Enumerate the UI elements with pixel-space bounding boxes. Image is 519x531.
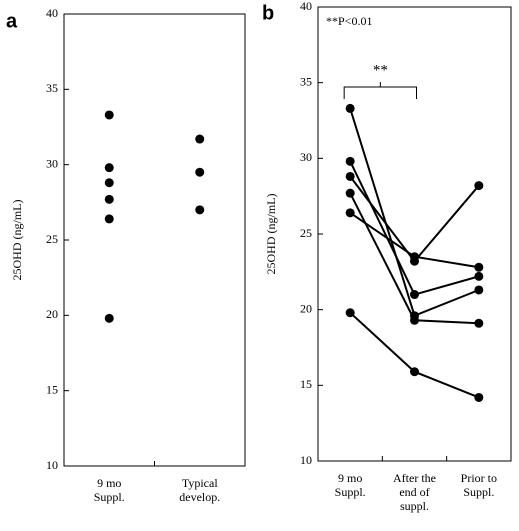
data-point bbox=[104, 313, 114, 323]
data-point bbox=[195, 134, 205, 144]
y-tick-label: 20 bbox=[300, 301, 312, 315]
y-tick-label: 20 bbox=[46, 307, 58, 321]
subject-line bbox=[349, 108, 480, 318]
data-point bbox=[474, 318, 484, 328]
data-point bbox=[410, 315, 419, 325]
data-point bbox=[474, 285, 484, 295]
x-tick-label: Prior to Suppl. bbox=[461, 471, 497, 499]
data-point bbox=[474, 271, 484, 281]
data-point bbox=[345, 156, 355, 166]
data-point bbox=[195, 205, 205, 215]
data-point bbox=[104, 110, 114, 120]
data-point bbox=[345, 103, 355, 113]
data-point bbox=[104, 214, 114, 224]
data-point bbox=[410, 290, 419, 300]
significance-bracket bbox=[343, 82, 417, 99]
data-point bbox=[474, 392, 484, 402]
data-point bbox=[474, 181, 484, 191]
y-tick-label: 25 bbox=[46, 232, 58, 246]
data-point bbox=[104, 194, 114, 204]
y-tick-label: 30 bbox=[46, 156, 58, 170]
x-tick-label: Typical develop. bbox=[179, 476, 220, 504]
y-tick-label: 15 bbox=[300, 377, 312, 391]
y-tick-label: 10 bbox=[46, 458, 58, 472]
data-point bbox=[345, 308, 355, 318]
y-tick-label: 10 bbox=[300, 453, 312, 467]
data-point bbox=[104, 163, 114, 173]
y-tick-label: 15 bbox=[46, 382, 58, 396]
y-axis-label: 25OHD (ng/mL) bbox=[264, 194, 278, 275]
subject-line bbox=[349, 160, 480, 296]
y-tick-label: 35 bbox=[46, 81, 58, 95]
data-point bbox=[345, 208, 355, 218]
annotation: **P<0.01 bbox=[326, 14, 372, 28]
subject-line bbox=[349, 175, 480, 263]
data-point bbox=[345, 188, 355, 198]
data-point bbox=[410, 252, 419, 262]
data-point bbox=[195, 167, 205, 177]
plot-frame bbox=[317, 6, 512, 462]
x-tick-label: 9 mo Suppl. bbox=[335, 471, 366, 499]
y-tick-label: 35 bbox=[300, 74, 312, 88]
plot-frame bbox=[63, 13, 246, 467]
y-axis-label: 25OHD (ng/mL) bbox=[10, 200, 24, 281]
data-point bbox=[410, 367, 419, 377]
y-tick-label: 40 bbox=[300, 0, 312, 13]
panel-label: b bbox=[262, 2, 274, 24]
data-point bbox=[104, 178, 114, 188]
data-point bbox=[345, 171, 355, 181]
bracket-label: ** bbox=[373, 62, 388, 78]
subject-line bbox=[349, 311, 480, 399]
y-tick-label: 40 bbox=[46, 6, 58, 20]
y-tick-label: 25 bbox=[300, 226, 312, 240]
panel-label: a bbox=[6, 10, 18, 32]
y-tick-label: 30 bbox=[300, 150, 312, 164]
x-tick-label: 9 mo Suppl. bbox=[94, 476, 125, 504]
data-point bbox=[474, 262, 484, 272]
x-tick-label: After the end of suppl. bbox=[393, 471, 436, 513]
